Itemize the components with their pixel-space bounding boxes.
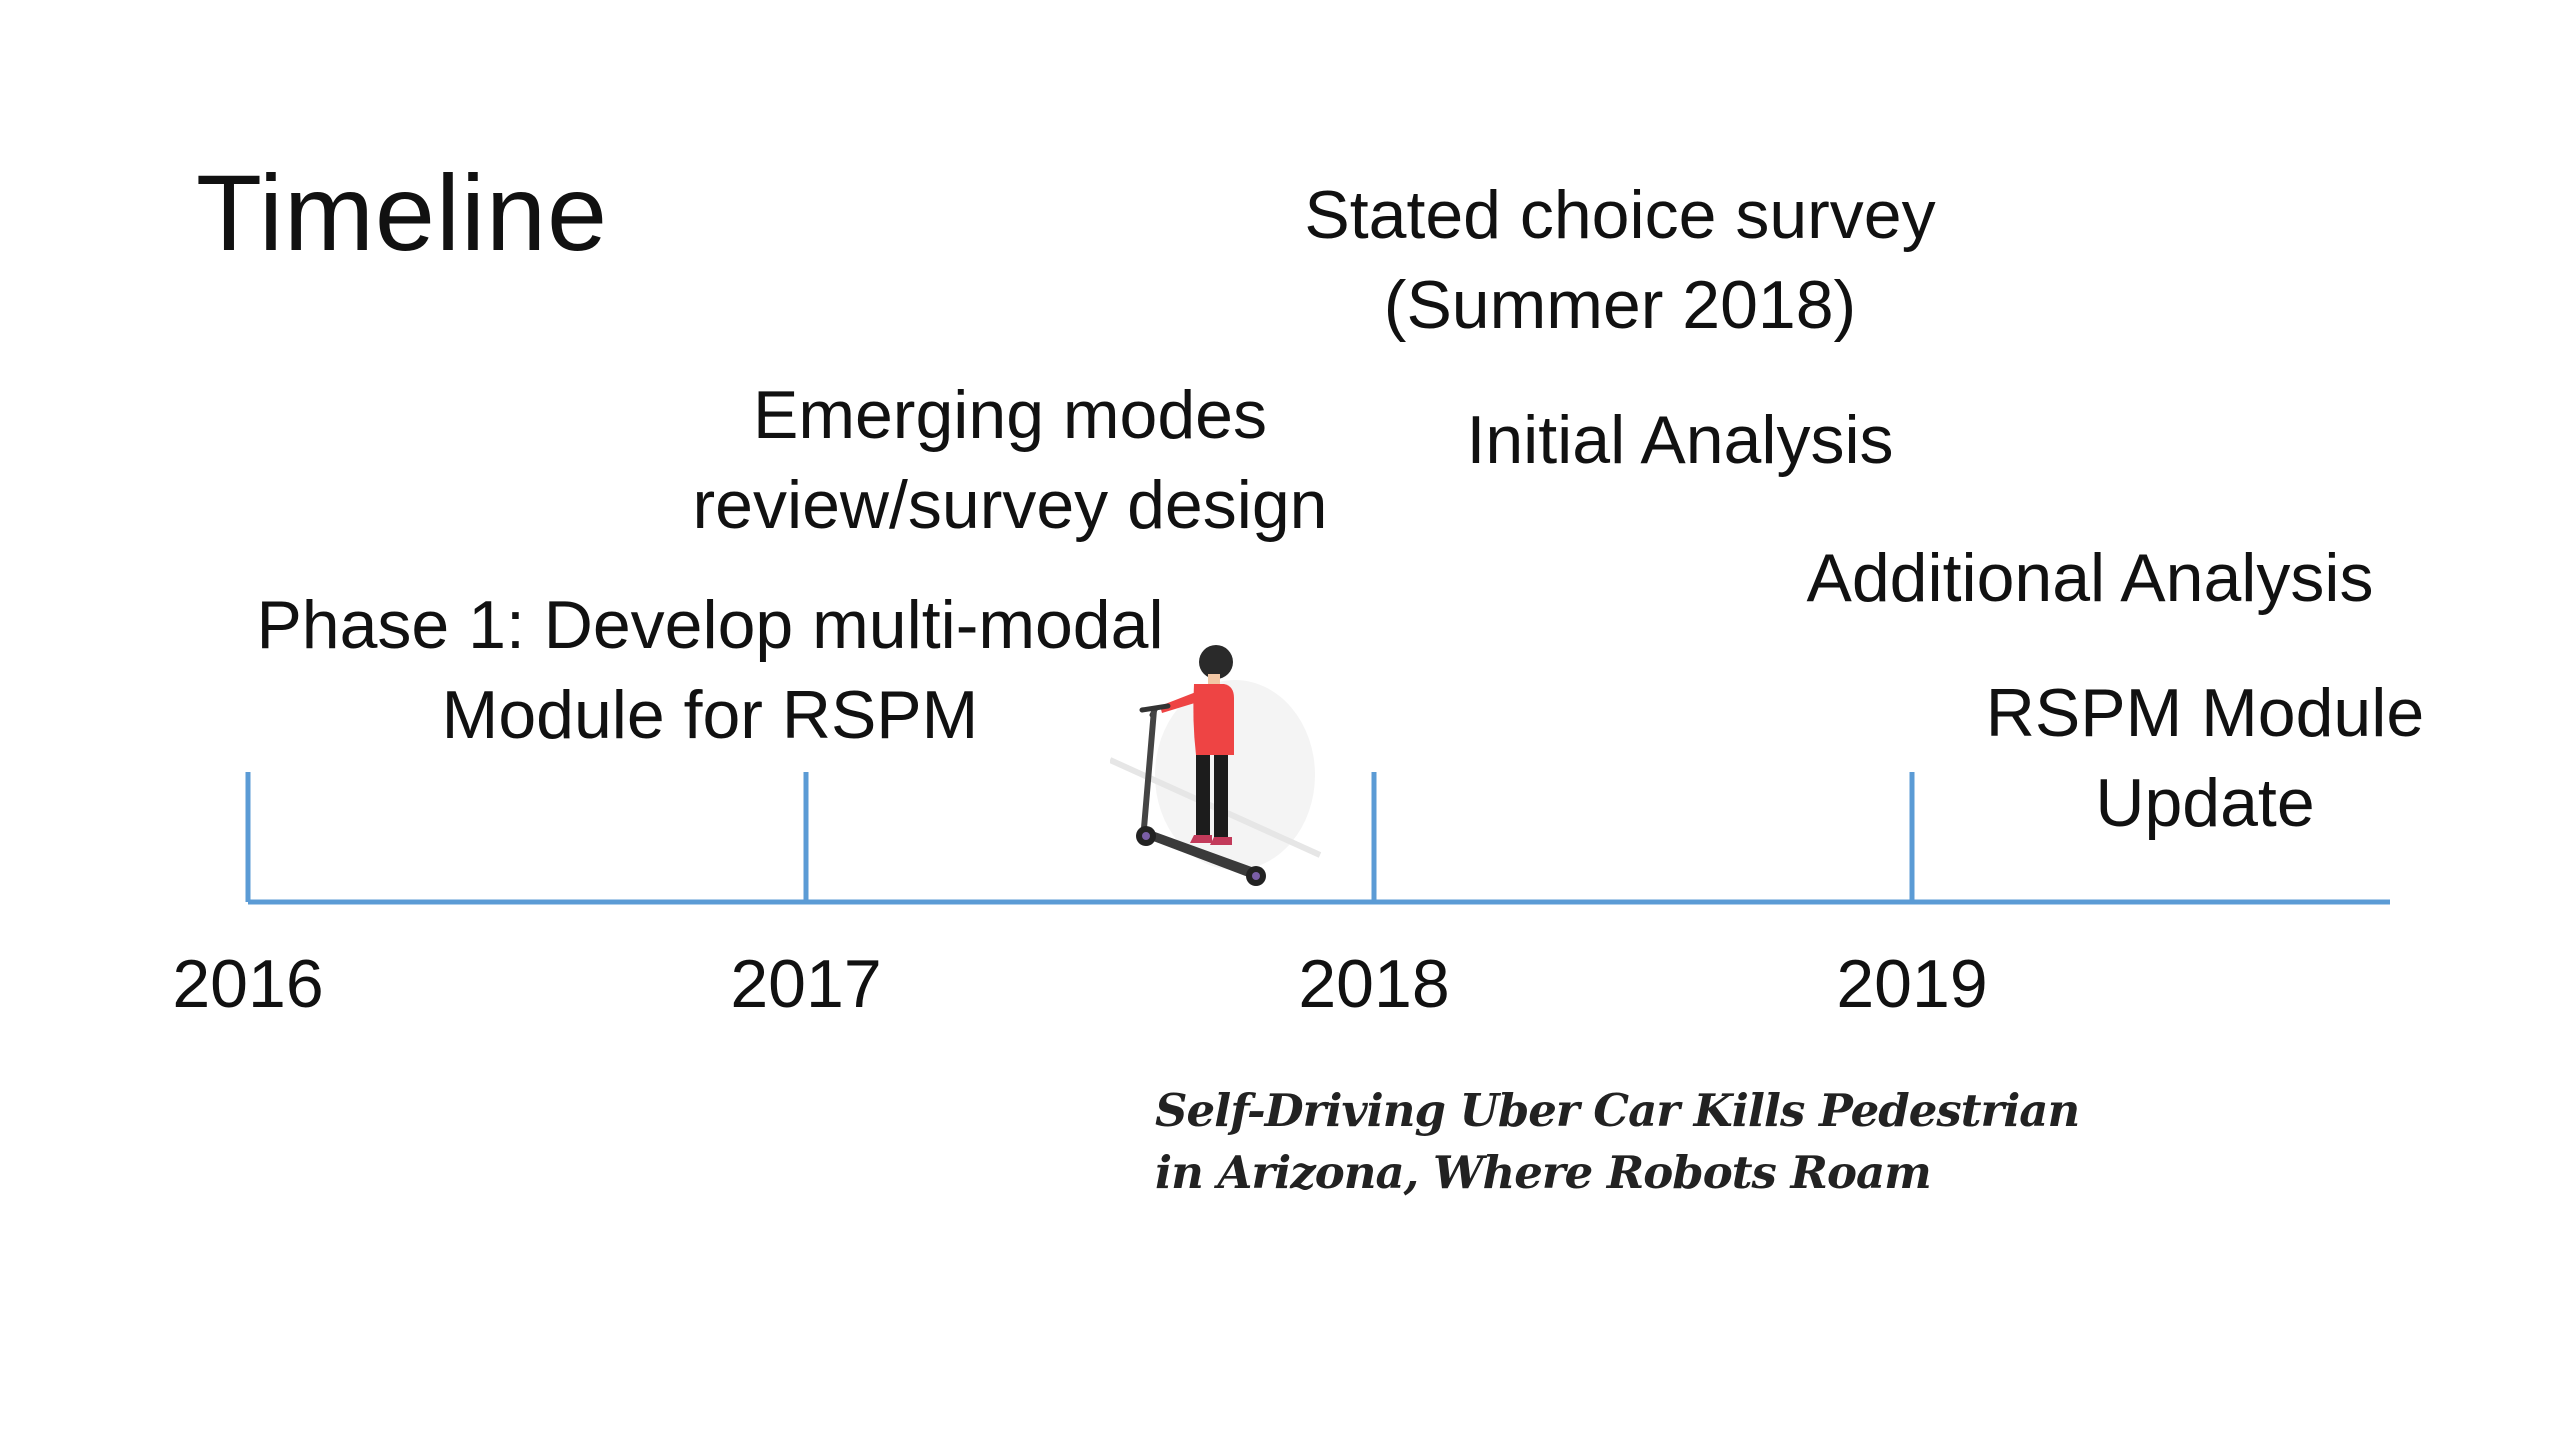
year-label-2017: 2017 <box>730 946 882 1022</box>
scooter-rider-icon <box>1110 645 1322 886</box>
year-label-2018: 2018 <box>1298 946 1450 1022</box>
event-phase-1-line-2: Module for RSPM <box>441 677 979 753</box>
event-emerging-modes-line-2: review/survey design <box>692 467 1328 543</box>
event-phase-1-line-1: Phase 1: Develop multi-modal <box>256 587 1164 663</box>
news-headline-line-2: in Arizona, Where Robots Roam <box>1155 1146 1932 1199</box>
event-stated-choice-survey-line-2: (Summer 2018) <box>1383 267 1857 343</box>
year-label-2016: 2016 <box>172 946 324 1022</box>
year-label-2019: 2019 <box>1836 946 1988 1022</box>
event-stated-choice-survey-line-1: Stated choice survey <box>1304 177 1936 253</box>
event-additional-analysis-line-1: Additional Analysis <box>1806 540 2374 616</box>
event-rspm-module-update-line-2: Update <box>2095 765 2315 841</box>
event-stated-choice-survey: Stated choice survey (Summer 2018) <box>1300 170 1940 350</box>
slide-title: Timeline <box>196 152 609 273</box>
news-headline-line-1: Self-Driving Uber Car Kills Pedestrian <box>1155 1084 2080 1137</box>
event-initial-analysis: Initial Analysis <box>1440 395 1920 485</box>
news-headline: Self-Driving Uber Car Kills Pedestrian i… <box>1155 1080 2080 1204</box>
event-emerging-modes: Emerging modes review/survey design <box>680 370 1340 550</box>
event-phase-1: Phase 1: Develop multi-modal Module for … <box>250 580 1170 760</box>
event-additional-analysis: Additional Analysis <box>1780 533 2400 623</box>
event-emerging-modes-line-1: Emerging modes <box>752 377 1268 453</box>
event-rspm-module-update: RSPM Module Update <box>1975 668 2435 848</box>
event-rspm-module-update-line-1: RSPM Module <box>1985 675 2425 751</box>
event-initial-analysis-line-1: Initial Analysis <box>1466 402 1894 478</box>
